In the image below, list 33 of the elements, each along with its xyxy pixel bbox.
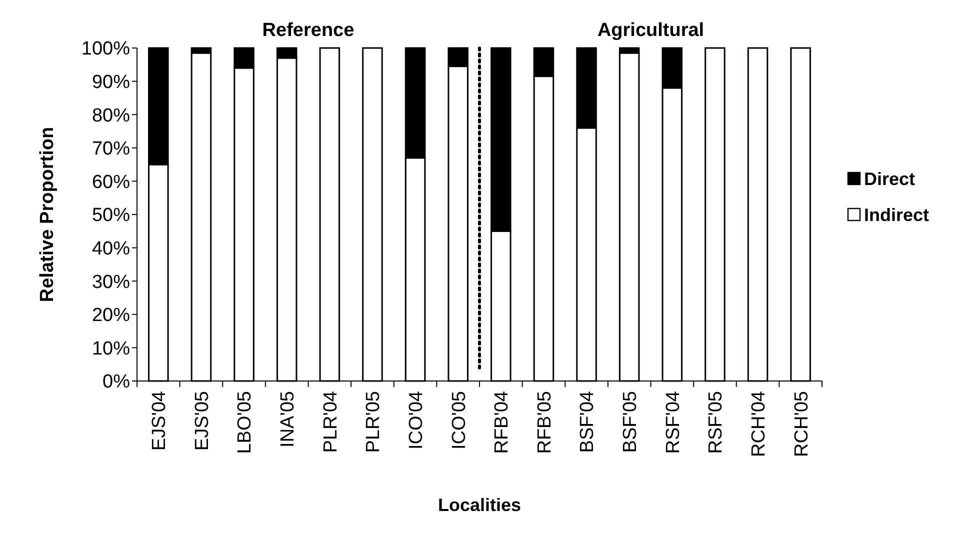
x-tick-label: RCH'05	[791, 391, 812, 457]
x-tick-label: LBO'05	[234, 391, 256, 454]
y-tick-label: 10%	[92, 338, 130, 360]
x-tick-label: BSF'04	[577, 390, 598, 453]
x-tick-label: EJS'05	[192, 391, 213, 451]
x-axis-title: Localities	[438, 495, 522, 515]
y-axis-title: Relative Proportion	[37, 126, 58, 302]
x-tick-label: PLR'05	[363, 391, 384, 453]
x-tick-label: RSF'04	[662, 390, 684, 454]
x-tick-label: RCH'04	[748, 390, 770, 457]
y-tick-label: 80%	[92, 105, 130, 126]
x-tick-label: RFB'05	[534, 391, 556, 454]
legend-label: Direct	[864, 168, 916, 189]
y-tick-label: 40%	[92, 238, 130, 260]
x-tick-label: PLR'04	[320, 390, 342, 453]
x-tick-label: BSF'05	[620, 391, 641, 453]
x-tick-label: ICO'04	[406, 390, 427, 450]
text: Agricultural	[597, 20, 704, 41]
y-tick-label: 0%	[102, 372, 130, 393]
y-tick-label: 70%	[92, 138, 130, 160]
text: Reference	[262, 20, 354, 41]
y-tick-label: 60%	[92, 172, 130, 193]
y-tick-label: 90%	[92, 72, 130, 93]
y-tick-label: 30%	[92, 272, 130, 293]
x-tick-label: ICO'05	[448, 391, 470, 450]
legend-label: Indirect	[864, 204, 930, 225]
x-tick-label: EJS'04	[149, 390, 170, 451]
x-tick-label: RFB'04	[492, 390, 513, 454]
y-tick-label: 50%	[92, 205, 130, 226]
x-tick-label: RSF'05	[706, 391, 727, 454]
y-tick-label: 100%	[81, 38, 130, 60]
y-tick-label: 20%	[92, 305, 130, 326]
x-tick-label: INA'05	[277, 391, 298, 448]
